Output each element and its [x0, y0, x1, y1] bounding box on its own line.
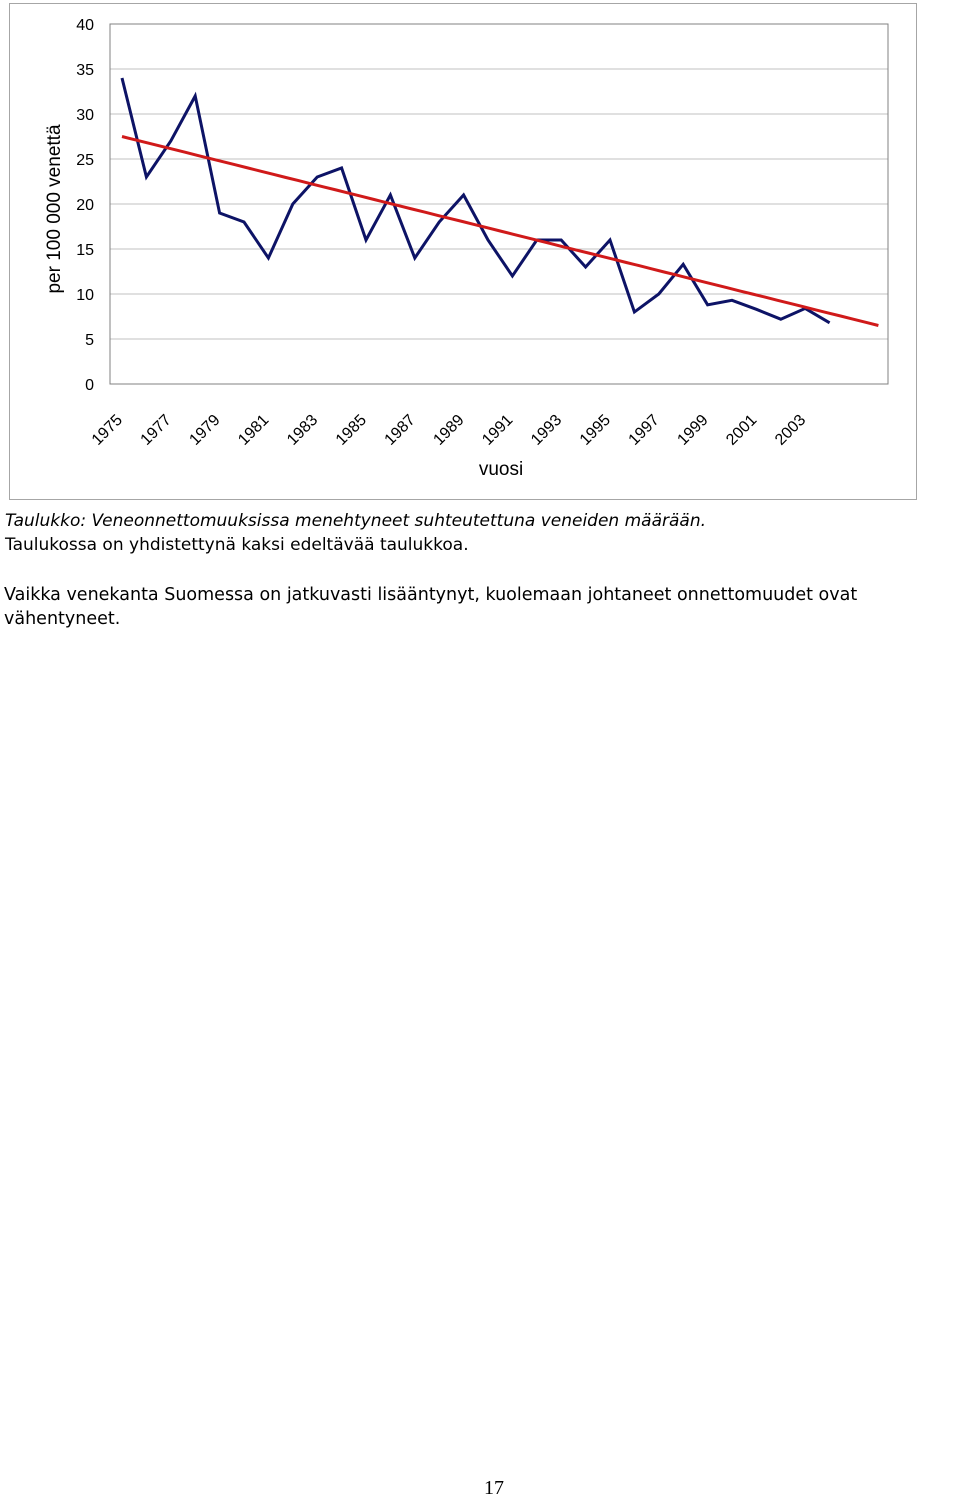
x-axis-label: vuosi: [479, 459, 523, 480]
y-tick-label: 15: [76, 242, 94, 259]
y-axis-ticks: 0 5 10 15 20 25 30 35 40: [76, 17, 94, 394]
x-axis-ticks: 1975 1977 1979 1981 1983 1985 1987 1989 1991 1993…: [89, 412, 809, 449]
x-tick-label: 1995: [577, 412, 614, 449]
series-line-data: [120, 77, 831, 325]
y-axis-label: per 100 000 venettä: [44, 124, 65, 293]
caption-note: Taulukossa on yhdistettynä kaksi edeltäv…: [5, 535, 469, 555]
body-paragraph: Vaikka venekanta Suomessa on jatkuvasti …: [4, 585, 858, 629]
caption-title: Taulukko: Veneonnettomuuksissa menehtyne…: [5, 511, 706, 531]
series-line-trend: [121, 135, 879, 327]
x-tick-label: 1989: [430, 412, 467, 449]
x-tick-label: 1985: [333, 412, 370, 449]
x-tick-label: 1983: [284, 412, 321, 449]
line-chart: 0 5 10 15 20 25 30 35 40 1975 1977 1979 1981 1983 198…: [44, 17, 889, 480]
x-tick-label: 2001: [723, 412, 760, 449]
y-tick-label: 20: [76, 197, 94, 214]
y-tick-label: 40: [76, 17, 94, 34]
x-tick-label: 1975: [89, 412, 126, 449]
x-tick-label: 1979: [186, 412, 223, 449]
y-tick-label: 30: [76, 107, 94, 124]
x-tick-label: 1997: [626, 412, 663, 449]
x-tick-label: 1981: [235, 412, 272, 449]
x-tick-label: 1977: [138, 412, 175, 449]
chart-series: [120, 77, 879, 327]
x-tick-label: 2003: [772, 412, 809, 449]
y-tick-label: 10: [76, 287, 94, 304]
page-number: 17: [484, 1477, 504, 1499]
y-tick-label: 35: [76, 62, 94, 79]
y-tick-label: 0: [85, 377, 94, 394]
chart-frame: 0 5 10 15 20 25 30 35 40 1975 1977 1979 1981 1983 198…: [9, 3, 917, 500]
x-tick-label: 1999: [674, 412, 711, 449]
x-tick-label: 1987: [382, 412, 419, 449]
y-tick-label: 25: [76, 152, 94, 169]
figure-caption: Taulukko: Veneonnettomuuksissa menehtyne…: [5, 509, 955, 557]
plot-area: [109, 23, 889, 385]
x-tick-label: 1991: [479, 412, 516, 449]
y-tick-label: 5: [85, 332, 94, 349]
x-tick-label: 1993: [528, 412, 565, 449]
chart-gridlines: [110, 23, 888, 385]
